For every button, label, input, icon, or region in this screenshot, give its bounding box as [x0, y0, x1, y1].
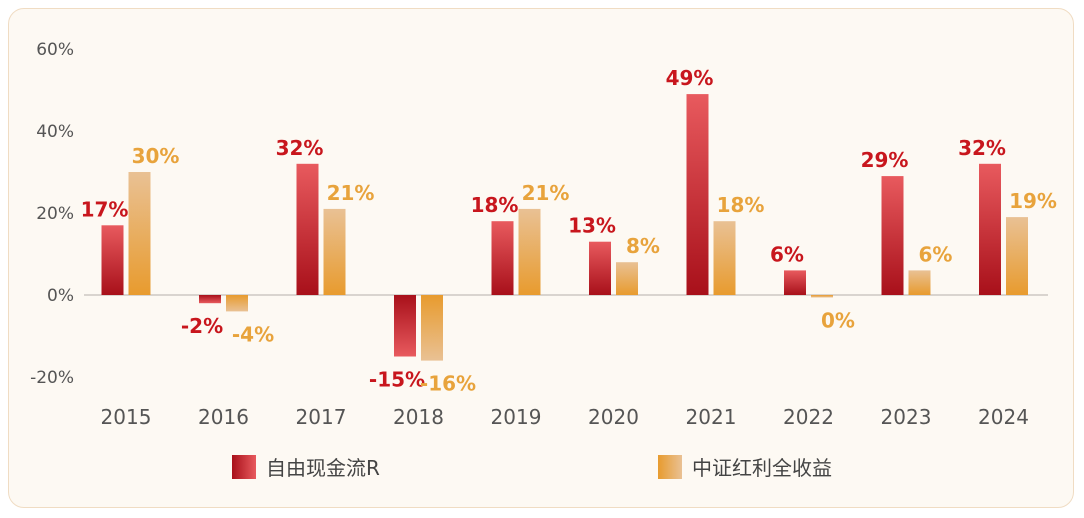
bar-series1-2019: [491, 221, 514, 295]
y-tick-label: -20%: [30, 368, 74, 388]
legend-label-series1: 自由现金流R: [266, 456, 380, 480]
x-tick-label: 2019: [491, 405, 542, 429]
bars-group: [101, 94, 1028, 361]
bar-series1-2022: [784, 270, 806, 295]
x-axis: 2015 2016 2017 2018 2019 2020 2021 2022 2023 2024: [101, 405, 1029, 429]
data-label-series1-2024: 32%: [958, 136, 1006, 160]
bar-series2-2024: [1006, 217, 1028, 295]
x-tick-label: 2015: [101, 405, 152, 429]
bar-series2-2015: [128, 172, 151, 295]
data-label-series1-2022: 6%: [770, 242, 804, 266]
x-tick-label: 2020: [588, 405, 639, 429]
x-tick-label: 2017: [296, 405, 347, 429]
data-label-series1-2020: 13%: [568, 214, 616, 238]
x-tick-label: 2018: [393, 405, 444, 429]
x-tick-label: 2021: [686, 405, 737, 429]
y-tick-label: 40%: [36, 122, 74, 142]
data-label-series1-2016: -2%: [181, 314, 223, 338]
legend: 自由现金流R 中证红利全收益: [232, 455, 832, 480]
data-label-series2-2018: -16%: [420, 372, 476, 396]
x-tick-label: 2023: [881, 405, 932, 429]
bar-series2-2017: [323, 208, 346, 295]
y-tick-label: 20%: [36, 204, 74, 224]
bar-series1-2024: [979, 163, 1001, 295]
data-label-series1-2017: 32%: [276, 136, 324, 160]
data-label-series1-2018: -15%: [369, 368, 425, 392]
bar-series2-2016: [226, 295, 248, 312]
data-label-series2-2023: 6%: [919, 242, 953, 266]
data-label-series1-2015: 17%: [81, 197, 129, 221]
data-label-series1-2023: 29%: [861, 148, 909, 172]
data-label-series2-2024: 19%: [1009, 189, 1057, 213]
bar-series1-2020: [589, 241, 611, 295]
y-axis: 60% 40% 20% 0% -20%: [30, 40, 74, 388]
bar-series1-2018: [394, 295, 416, 357]
bar-series1-2023: [881, 176, 904, 295]
data-label-series2-2020: 8%: [626, 234, 660, 258]
data-label-series1-2019: 18%: [471, 193, 519, 217]
data-label-series2-2021: 18%: [717, 193, 765, 217]
data-label-series2-2015: 30%: [132, 144, 180, 168]
bar-series1-2016: [199, 295, 221, 304]
data-label-series1-2021: 49%: [666, 66, 714, 90]
x-tick-label: 2022: [783, 405, 834, 429]
x-tick-label: 2024: [978, 405, 1029, 429]
y-tick-label: 60%: [36, 40, 74, 60]
data-label-series2-2022: 0%: [821, 308, 855, 332]
bar-series1-2015: [101, 225, 124, 295]
data-label-series2-2017: 21%: [327, 181, 375, 205]
bar-series1-2021: [686, 94, 709, 295]
bar-series2-2020: [616, 262, 638, 295]
legend-swatch-series1: [232, 455, 256, 479]
legend-swatch-series2: [658, 455, 682, 479]
bar-series2-2021: [713, 221, 736, 295]
data-labels-group: 17%30%-2% -4%32%21%-15%-16%18%21%13%8%49%…: [81, 66, 1057, 396]
data-label-series2-2019: 21%: [522, 181, 570, 205]
bar-series2-2019: [518, 208, 541, 295]
y-tick-label: 0%: [47, 286, 74, 306]
data-label-series2-2016: -4%: [232, 322, 274, 346]
bar-series2-2022: [811, 295, 833, 298]
bar-series2-2023: [908, 270, 931, 295]
legend-label-series2: 中证红利全收益: [692, 456, 832, 480]
bar-series1-2017: [296, 163, 319, 295]
bar-series2-2018: [421, 295, 443, 361]
x-tick-label: 2016: [198, 405, 249, 429]
